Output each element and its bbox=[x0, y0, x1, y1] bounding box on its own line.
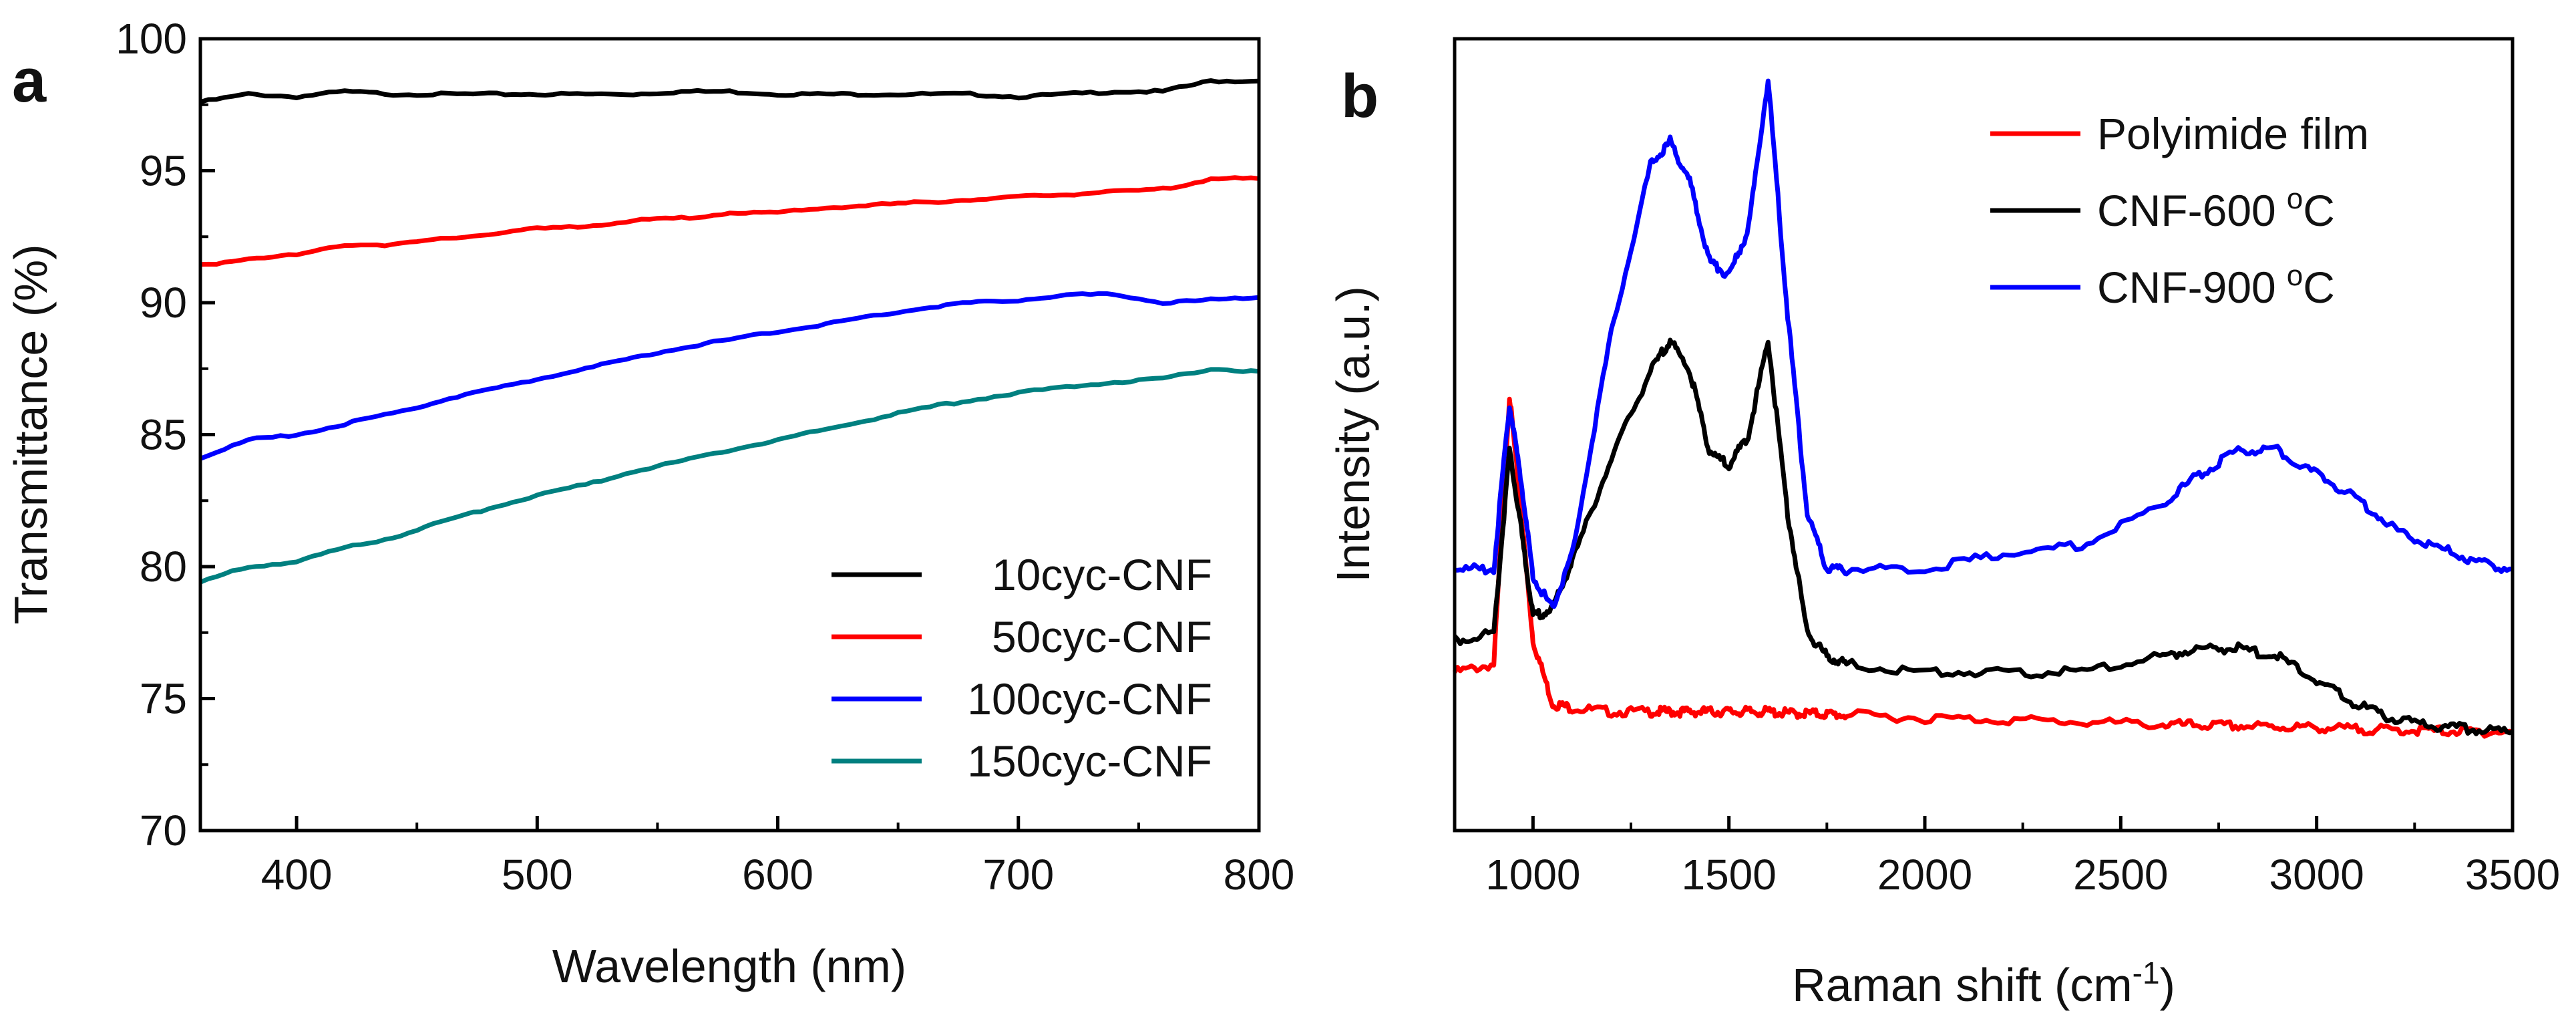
panel-a-series-lines bbox=[199, 78, 1260, 585]
series-line-150cyc-cnf bbox=[199, 367, 1260, 585]
x-tick-label: 400 bbox=[261, 851, 333, 899]
panel-b-legend: Polyimide film CNF-600 oC CNF-900 oC bbox=[1990, 109, 2369, 312]
x-tick-label: 600 bbox=[742, 851, 813, 899]
panel-a-y-axis-title: Transmittance (%) bbox=[5, 244, 57, 624]
x-tick-label: 3000 bbox=[2269, 851, 2364, 899]
x-tick-label: 1000 bbox=[1485, 851, 1580, 899]
legend-label: 100cyc-CNF bbox=[967, 674, 1212, 724]
series-line-polyimide-film bbox=[1452, 396, 2514, 739]
series-line-100cyc-cnf bbox=[199, 291, 1260, 461]
legend-unit-letter: C bbox=[2303, 186, 2335, 235]
y-tick-label: 80 bbox=[140, 543, 187, 591]
y-tick-label: 85 bbox=[140, 411, 187, 459]
panel-a-label: a bbox=[12, 47, 47, 115]
y-tick-label: 100 bbox=[116, 15, 187, 63]
panel-a-y-ticks: 70 75 80 85 90 95 100 bbox=[116, 15, 215, 855]
panel-b-x-axis-title: Raman shift (cm-1) bbox=[1792, 956, 2175, 1011]
panel-a-x-ticks: 400 500 600 700 800 bbox=[261, 816, 1295, 899]
y-tick-label: 95 bbox=[140, 147, 187, 195]
series-line-10cyc-cnf bbox=[199, 78, 1260, 105]
panel-b-y-axis-title: Intensity (a.u.) bbox=[1327, 286, 1379, 583]
panel-b-label: b bbox=[1341, 62, 1378, 130]
panel-a-x-axis-title: Wavelength (nm) bbox=[552, 940, 906, 992]
y-tick-label: 75 bbox=[140, 675, 187, 723]
legend-label: 50cyc-CNF bbox=[992, 612, 1212, 662]
legend-label: 150cyc-CNF bbox=[967, 736, 1212, 786]
y-tick-label: 70 bbox=[140, 807, 187, 855]
series-line-cnf-600 bbox=[1453, 337, 2514, 736]
panel-b-x-ticks: 1000 1500 2000 2500 3000 3500 bbox=[1485, 816, 2560, 899]
x-tick-label: 800 bbox=[1224, 851, 1295, 899]
panel-b-series-lines bbox=[1452, 78, 2514, 739]
legend-unit-degree: o bbox=[2287, 259, 2303, 292]
legend-label: Polyimide film bbox=[2097, 109, 2369, 158]
x-tick-label: 700 bbox=[982, 851, 1054, 899]
legend-label: CNF-600 oC bbox=[2097, 182, 2335, 235]
panel-b-x-axis-title-sup: -1 bbox=[2133, 956, 2160, 990]
legend-unit-letter: C bbox=[2303, 263, 2335, 312]
legend-label: 10cyc-CNF bbox=[992, 550, 1212, 599]
x-tick-label: 1500 bbox=[1681, 851, 1776, 899]
x-tick-label: 500 bbox=[502, 851, 573, 899]
panel-a-legend: 10cyc-CNF 50cyc-CNF 100cyc-CNF 150cyc-CNF bbox=[832, 550, 1212, 786]
panel-b-x-axis-title-end: ) bbox=[2160, 959, 2175, 1011]
y-tick-label: 90 bbox=[140, 279, 187, 327]
panel-a: a 400 500 600 700 800 70 75 80 85 90 95 100 Wavele… bbox=[5, 15, 1294, 992]
legend-label: CNF-900 oC bbox=[2097, 259, 2335, 312]
series-line-50cyc-cnf bbox=[200, 175, 1260, 267]
legend-unit-degree: o bbox=[2287, 182, 2303, 215]
panel-b-plot-frame bbox=[1453, 37, 2515, 833]
panel-b-x-axis-title-main: Raman shift (cm bbox=[1792, 959, 2133, 1011]
panel-b: b 1000 1500 2000 2500 3000 3500 Raman shift (… bbox=[1327, 37, 2560, 1011]
x-tick-label: 2000 bbox=[1877, 851, 1972, 899]
x-tick-label: 3500 bbox=[2465, 851, 2560, 899]
x-tick-label: 2500 bbox=[2073, 851, 2168, 899]
series-line-cnf-900 bbox=[1454, 78, 2513, 609]
